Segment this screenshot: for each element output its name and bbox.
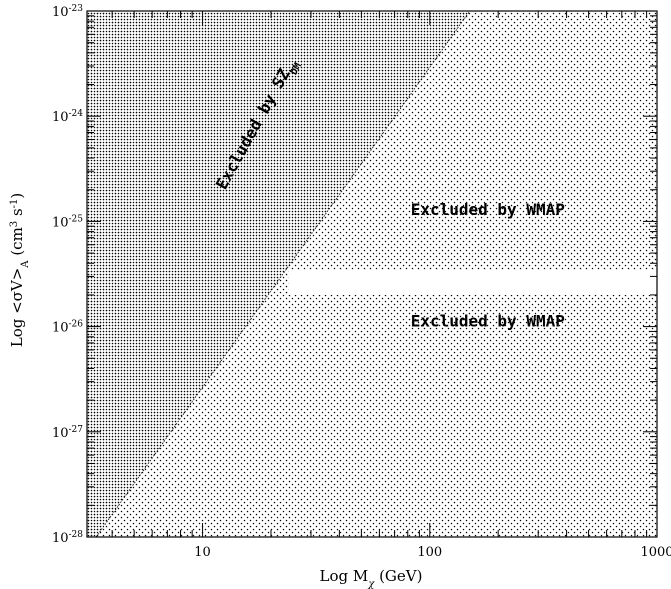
sz-region: [87, 11, 470, 537]
y-tick-label: 10-28: [52, 530, 83, 546]
y-tick-label: 10-26: [52, 320, 83, 336]
wmap-lower-region-label: Excluded by WMAP: [411, 312, 565, 331]
x-tick-label: 1000: [640, 545, 671, 560]
wmap-upper-region-label: Excluded by WMAP: [411, 200, 565, 219]
x-tick-label: 100: [417, 545, 442, 560]
plot-frame: [86, 10, 658, 538]
exclusion-regions: [87, 11, 657, 537]
tick-labels: 10 100 1000 10-23 10-24 10-25 10-26 10-27 10-28: [52, 4, 671, 560]
y-tick-label: 10-24: [52, 109, 83, 125]
sz-boundary-line: [95, 11, 471, 537]
x-axis-label: Log Mχ (GeV): [320, 567, 423, 589]
axis-ticks: [87, 10, 658, 538]
y-tick-label: 10-27: [52, 425, 83, 441]
x-tick-label: 10: [194, 545, 211, 560]
y-tick-label: 10-25: [52, 214, 83, 230]
y-axis-label: Log <σV>A (cm3 s-1): [8, 193, 31, 348]
y-tick-label: 10-23: [52, 4, 83, 20]
